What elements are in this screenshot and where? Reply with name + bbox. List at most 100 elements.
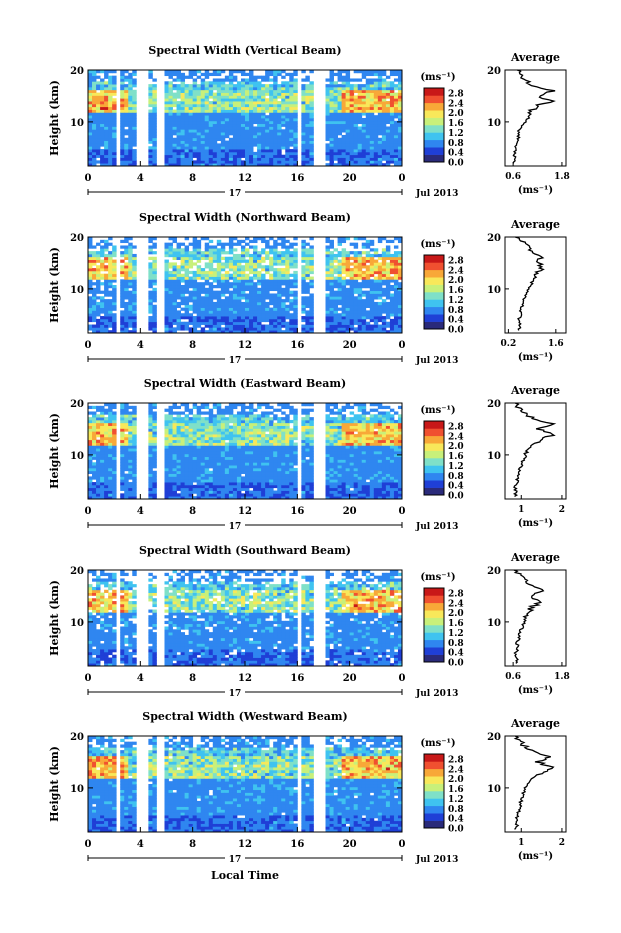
heatmap-cell [177, 479, 181, 482]
heatmap-cell [169, 129, 173, 132]
heatmap-cell [301, 299, 305, 302]
heatmap-cell [124, 152, 128, 155]
heatmap-cell [346, 146, 350, 149]
heatmap-cell [189, 440, 193, 443]
heatmap-cell [221, 95, 225, 98]
heatmap-cell [124, 479, 128, 482]
heatmap-cell [301, 112, 305, 115]
heatmap-cell [132, 417, 136, 420]
heatmap-cell [120, 251, 124, 254]
heatmap-cell [225, 288, 229, 291]
heatmap-cell [181, 141, 185, 144]
heatmap-cell [289, 160, 293, 163]
heatmap-cell [96, 493, 100, 496]
heatmap-cell [193, 327, 197, 330]
heatmap-cell [112, 160, 116, 163]
heatmap-cell [108, 305, 112, 308]
heatmap-cell [237, 110, 241, 113]
heatmap-cell [112, 81, 116, 84]
heatmap-cell [233, 299, 237, 302]
heatmap-cell [289, 265, 293, 268]
heatmap-cell [92, 423, 96, 426]
heatmap-cell [92, 155, 96, 158]
heatmap-cell [370, 132, 374, 135]
heatmap-cell [193, 457, 197, 460]
heatmap-cell [205, 474, 209, 477]
heatmap-cell [293, 93, 297, 96]
heatmap-cell [301, 302, 305, 305]
heatmap-cell [164, 316, 168, 319]
heatmap-cell [88, 319, 92, 322]
heatmap-cell [197, 158, 201, 161]
heatmap-cell [88, 90, 92, 93]
heatmap-cell [205, 406, 209, 409]
heatmap-cell [164, 428, 168, 431]
heatmap-cell [257, 76, 261, 79]
heatmap-cell [169, 81, 173, 84]
heatmap-cell [88, 313, 92, 316]
heatmap-cell [374, 285, 378, 288]
heatmap-cell [350, 112, 354, 115]
heatmap-cell [309, 152, 313, 155]
heatmap-cell [378, 288, 382, 291]
heatmap-cell [374, 160, 378, 163]
heatmap-cell [237, 322, 241, 325]
heatmap-cell [92, 406, 96, 409]
heatmap-cell [177, 149, 181, 152]
heatmap-cell [193, 325, 197, 328]
heatmap-cell [173, 118, 177, 121]
heatmap-cell [169, 93, 173, 96]
heatmap-cell [164, 84, 168, 87]
heatmap-cell [108, 431, 112, 434]
heatmap-cell [289, 112, 293, 115]
heatmap-cell [177, 482, 181, 485]
heatmap-cell [164, 310, 168, 313]
heatmap-cell [261, 285, 265, 288]
heatmap-cell [285, 251, 289, 254]
heatmap-cell [366, 274, 370, 277]
heatmap-cell [100, 310, 104, 313]
heatmap-cell [169, 121, 173, 124]
heatmap-cell [148, 251, 152, 254]
heatmap-cell [112, 443, 116, 446]
heatmap-cell [273, 104, 277, 107]
heatmap-cell [185, 409, 189, 412]
heatmap-cell [390, 81, 394, 84]
heatmap-cell [201, 322, 205, 325]
heatmap-cell [88, 482, 92, 485]
heatmap-cell [181, 482, 185, 485]
heatmap-cell [362, 245, 366, 248]
heatmap-cell [100, 112, 104, 115]
heatmap-cell [394, 138, 398, 141]
heatmap-cell [273, 112, 277, 115]
heatmap-cell [197, 107, 201, 110]
heatmap-cell [112, 474, 116, 477]
heatmap-cell [88, 121, 92, 124]
heatmap-cell [104, 121, 108, 124]
heatmap-cell [177, 465, 181, 468]
heatmap-cell [265, 240, 269, 243]
heatmap-cell [281, 251, 285, 254]
heatmap-cell [386, 110, 390, 113]
colorbar-swatch [424, 110, 444, 118]
heatmap-cell [197, 414, 201, 417]
heatmap-cell [189, 299, 193, 302]
heatmap-cell [394, 316, 398, 319]
heatmap-cell [374, 84, 378, 87]
heatmap-cell [305, 101, 309, 104]
heatmap-cell [301, 308, 305, 311]
heatmap-cell [249, 288, 253, 291]
heatmap-cell [100, 445, 104, 448]
heatmap-cell [265, 310, 269, 313]
heatmap-cell [346, 132, 350, 135]
heatmap-cell [305, 121, 309, 124]
heatmap-cell [197, 440, 201, 443]
heatmap-cell [301, 110, 305, 113]
heatmap-cell [277, 296, 281, 299]
heatmap-cell [96, 132, 100, 135]
heatmap-cell [326, 112, 330, 115]
heatmap-cell [362, 93, 366, 96]
heatmap-cell [382, 135, 386, 138]
heatmap-cell [237, 288, 241, 291]
